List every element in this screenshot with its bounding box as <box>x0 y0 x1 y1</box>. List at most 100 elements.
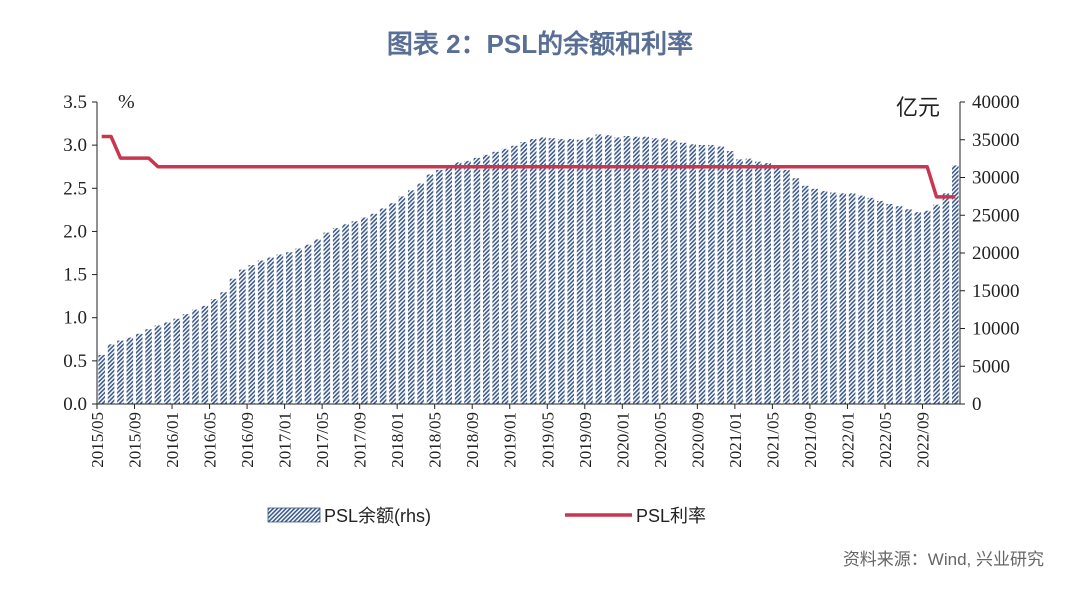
left-tick-label: 1.0 <box>63 308 87 329</box>
balance-bar <box>923 210 931 404</box>
balance-bar <box>801 185 809 404</box>
legend-bar-label: PSL余额(rhs) <box>324 506 431 526</box>
x-tick-label: 2021/05 <box>763 412 782 468</box>
balance-bar <box>473 157 481 404</box>
balance-bar <box>483 154 490 404</box>
balance-bar <box>379 208 387 404</box>
left-tick-label: 2.5 <box>63 178 87 199</box>
balance-bar <box>192 309 199 405</box>
balance-bar <box>933 204 940 404</box>
balance-bars <box>98 134 959 405</box>
legend-bar-swatch <box>267 507 321 523</box>
balance-bar <box>210 299 218 404</box>
source-note: 资料来源：Wind, 兴业研究 <box>842 550 1044 569</box>
x-tick-label: 2022/05 <box>876 412 895 468</box>
x-tick-label: 2021/09 <box>801 412 820 468</box>
x-tick-label: 2022/09 <box>913 412 932 468</box>
x-tick-label: 2020/09 <box>688 412 707 468</box>
balance-bar <box>848 193 856 404</box>
x-tick-label: 2016/05 <box>201 412 220 468</box>
right-tick-label: 10000 <box>972 319 1020 340</box>
balance-bar <box>126 337 134 404</box>
balance-bar <box>201 305 209 404</box>
balance-bar <box>895 206 903 404</box>
balance-bar <box>604 135 612 404</box>
balance-bar <box>792 178 800 404</box>
balance-bar <box>286 252 293 404</box>
balance-bar <box>914 212 922 404</box>
legend-line-label: PSL利率 <box>636 506 706 526</box>
balance-bar <box>304 244 312 404</box>
balance-bar <box>858 195 865 404</box>
balance-bar <box>351 221 359 404</box>
balance-bar <box>773 165 781 404</box>
balance-bar <box>276 254 284 404</box>
balance-bar <box>407 190 415 404</box>
balance-bar <box>332 228 340 404</box>
balance-bar <box>567 139 574 404</box>
x-tick-label: 2020/05 <box>651 412 670 468</box>
balance-bar <box>323 232 331 404</box>
balance-bar <box>436 169 443 404</box>
balance-bar <box>783 169 790 404</box>
balance-bar <box>173 318 181 404</box>
balance-bar <box>248 265 256 404</box>
balance-bar <box>164 322 171 404</box>
balance-bar <box>633 136 640 405</box>
balance-bar <box>942 193 950 404</box>
right-tick-label: 5000 <box>972 356 1010 377</box>
balance-bar <box>529 139 537 404</box>
balance-bar <box>952 165 959 404</box>
balance-bar <box>689 144 696 404</box>
balance-bar <box>370 213 378 404</box>
balance-bar <box>417 183 424 404</box>
x-tick-label: 2015/05 <box>88 412 107 468</box>
balance-bar <box>745 158 753 405</box>
balance-bar <box>642 136 650 405</box>
x-tick-label: 2018/05 <box>426 412 445 468</box>
right-tick-label: 40000 <box>972 92 1020 113</box>
balance-bar <box>726 151 734 404</box>
balance-bar <box>182 314 190 404</box>
balance-bar <box>135 333 143 404</box>
balance-bar <box>736 159 743 404</box>
x-tick-label: 2017/01 <box>276 412 295 468</box>
balance-bar <box>398 196 406 405</box>
balance-bar <box>501 148 509 404</box>
balance-bar <box>107 344 115 404</box>
balance-bar <box>651 138 659 405</box>
balance-bar <box>708 145 715 404</box>
x-tick-label: 2018/01 <box>388 412 407 468</box>
right-tick-label: 35000 <box>972 130 1020 151</box>
x-tick-label: 2021/01 <box>726 412 745 468</box>
balance-bar <box>698 145 706 404</box>
balance-bar <box>717 146 725 405</box>
legend: PSL余额(rhs) PSL利率 <box>267 506 706 526</box>
balance-bar <box>464 160 471 404</box>
right-tick-label: 20000 <box>972 243 1020 264</box>
balance-bar <box>426 174 434 404</box>
balance-bar <box>229 278 237 404</box>
balance-bar <box>670 140 678 404</box>
x-tick-label: 2019/01 <box>501 412 520 468</box>
right-tick-label: 15000 <box>972 281 1020 302</box>
x-tick-label: 2020/01 <box>613 412 632 468</box>
left-tick-label: 2.0 <box>63 221 87 242</box>
balance-bar <box>867 197 875 404</box>
balance-bar <box>811 188 818 404</box>
left-unit: % <box>118 91 135 113</box>
balance-bar <box>389 203 396 404</box>
balance-bar <box>342 224 349 404</box>
right-tick-label: 0 <box>972 394 982 415</box>
balance-bar <box>98 354 105 404</box>
balance-bar <box>886 203 893 404</box>
x-tick-label: 2016/09 <box>238 412 257 468</box>
x-tick-label: 2019/05 <box>538 412 557 468</box>
balance-bar <box>614 137 621 405</box>
left-tick-label: 1.5 <box>63 265 87 286</box>
balance-bar <box>839 193 847 404</box>
x-tick-label: 2019/09 <box>576 412 595 468</box>
right-tick-label: 30000 <box>972 168 1020 189</box>
balance-bar <box>361 217 368 404</box>
